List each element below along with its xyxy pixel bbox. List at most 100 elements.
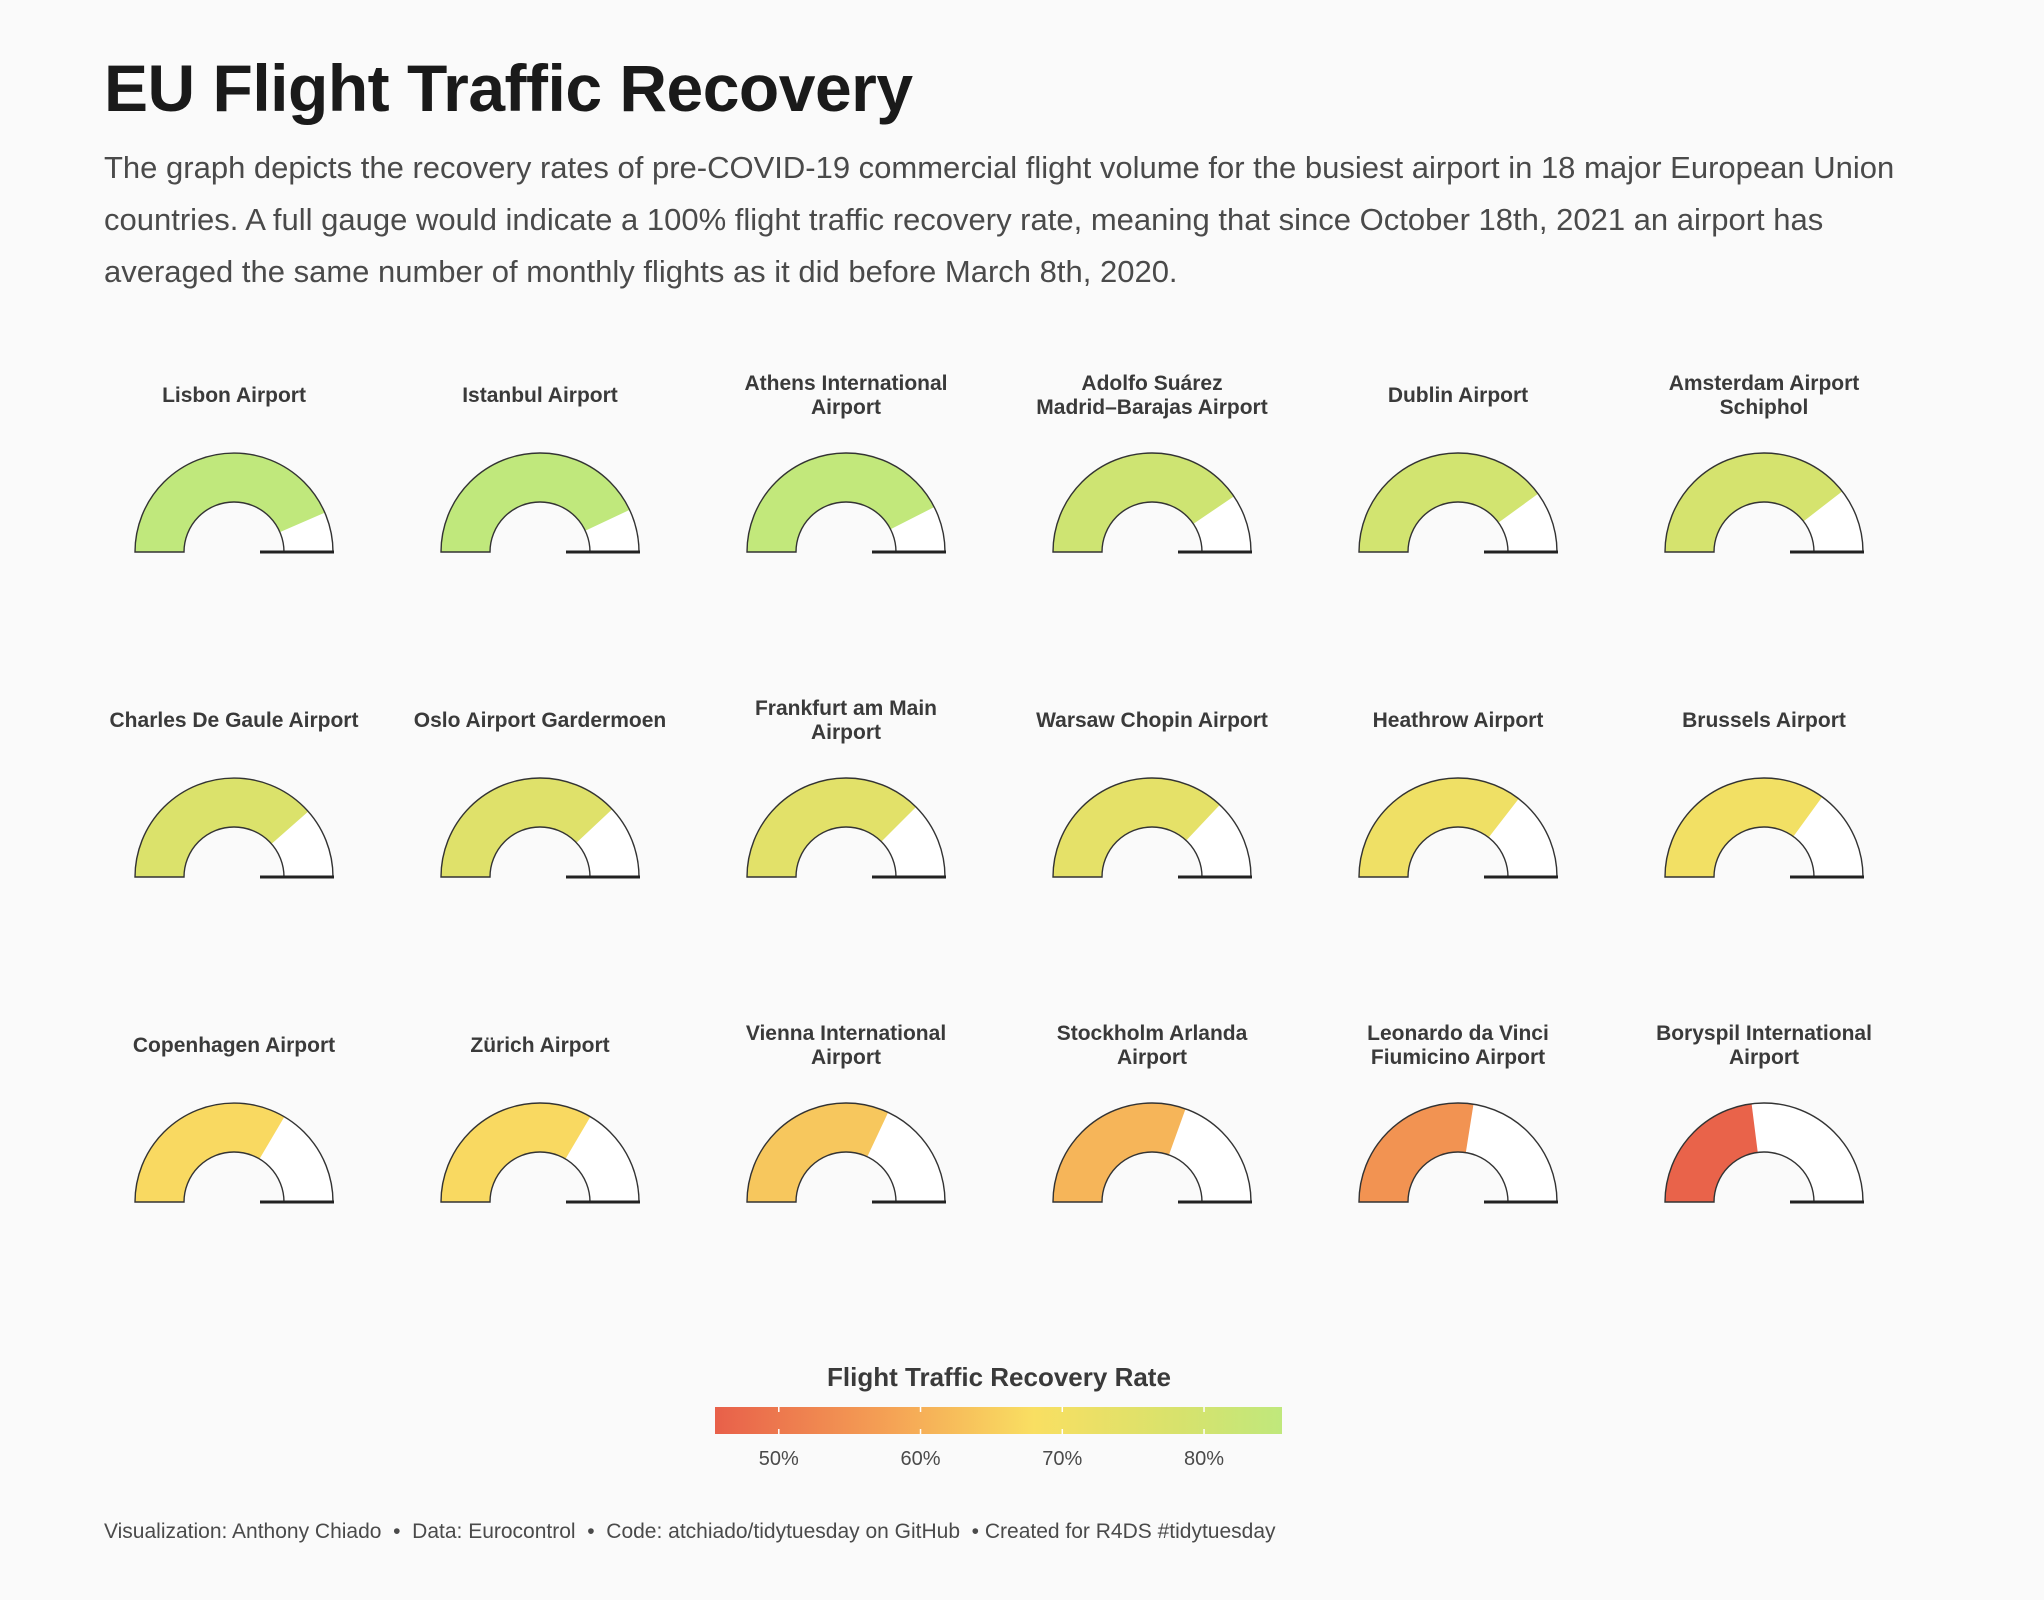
gauge-vienna-international-airport xyxy=(746,1102,946,1204)
gauge-outline xyxy=(1052,452,1252,553)
gauge-remaining-arc xyxy=(279,512,333,552)
gauge-label: Amsterdam Airport Schiphol xyxy=(1614,366,1914,426)
gauge-label-line: Airport xyxy=(811,396,881,419)
gauge-outline xyxy=(134,777,334,878)
color-legend: 50% 60% 70% 80% xyxy=(715,1407,1282,1470)
gauge-label-line: Heathrow Airport xyxy=(1372,709,1544,732)
gauge-label-line: Lisbon Airport xyxy=(162,384,306,407)
gauge-leonardo-da-vinci-fiumicino-airport xyxy=(1358,1102,1558,1204)
gauge-oslo-airport-gardermoen xyxy=(440,777,640,879)
gauge-dublin-airport xyxy=(1358,452,1558,554)
gauge-label-line: Copenhagen Airport xyxy=(132,1034,336,1057)
gauge-label: Istanbul Airport xyxy=(390,366,690,426)
gauge-label: Warsaw Chopin Airport xyxy=(1002,691,1302,751)
gauge-value-arc xyxy=(1053,778,1220,877)
gauge-outline xyxy=(440,777,640,878)
gauge-grid: Lisbon Airport Istanbul Airport Athens Int… xyxy=(84,366,1914,1204)
gauge-remaining-arc xyxy=(1168,1108,1251,1202)
gauge-outline xyxy=(1664,452,1864,553)
gauge-label-line: Schiphol xyxy=(1719,396,1809,419)
gauge-outline xyxy=(746,452,946,553)
gauge-label-line: Boryspil International xyxy=(1656,1022,1872,1045)
gauge-remaining-arc xyxy=(585,509,639,552)
gauge-outline xyxy=(440,452,640,553)
gauge-label-line: Airport xyxy=(1729,1046,1799,1069)
gauge-label: Heathrow Airport xyxy=(1308,691,1608,751)
gauge-z-rich-airport xyxy=(440,1102,640,1204)
gauge-remaining-arc xyxy=(1193,496,1251,552)
gauge-value-arc xyxy=(1665,1103,1758,1202)
gauge-outline xyxy=(746,1102,946,1203)
gauge-label-line: Adolfo Suárez xyxy=(1081,372,1223,395)
gauge-label: Frankfurt am Main Airport xyxy=(696,691,996,751)
gauge-label-line: Amsterdam Airport xyxy=(1668,372,1860,395)
gauge-value-arc xyxy=(747,777,917,877)
gauge-outline xyxy=(134,452,334,553)
gauge-remaining-arc xyxy=(867,1112,945,1202)
gauge-label-line: Zürich Airport xyxy=(470,1034,610,1057)
gauge-label-line: Stockholm Arlanda xyxy=(1056,1022,1248,1045)
gauge-outline xyxy=(1358,1102,1558,1203)
legend-title: Flight Traffic Recovery Rate xyxy=(827,1362,1171,1392)
gauge-remaining-arc xyxy=(576,809,639,877)
gauge-boryspil-international-airport xyxy=(1664,1102,1864,1204)
gauge-value-arc xyxy=(1359,777,1519,877)
gauge-outline xyxy=(1358,777,1558,878)
gauge-lisbon-airport xyxy=(134,452,334,554)
gauge-label-line: Airport xyxy=(811,1046,881,1069)
gauge-remaining-arc xyxy=(881,806,945,877)
gauge-heathrow-airport xyxy=(1358,777,1558,879)
gauge-value-arc xyxy=(747,452,935,552)
gauge-warsaw-chopin-airport xyxy=(1052,777,1252,879)
legend-tick-label: 70% xyxy=(1042,1448,1082,1470)
gauge-label-line: Brussels Airport xyxy=(1682,709,1846,732)
gauge-istanbul-airport xyxy=(440,452,640,554)
gauge-label: Brussels Airport xyxy=(1614,691,1914,751)
gauge-value-arc xyxy=(135,453,325,552)
caption-created: • Created for R4DS #tidytuesday xyxy=(960,1520,1276,1543)
gauge-label-line: Leonardo da Vinci xyxy=(1367,1022,1549,1045)
gauge-brussels-airport xyxy=(1664,777,1864,879)
gauge-label-line: Istanbul Airport xyxy=(462,384,618,407)
gauge-outline xyxy=(1052,777,1252,878)
gauge-label-line: Athens International xyxy=(744,372,948,395)
chart-subtitle: The graph depicts the recovery rates of … xyxy=(104,150,1895,289)
gauge-label-line: Airport xyxy=(1117,1046,1187,1069)
gauge-value-arc xyxy=(1665,777,1823,877)
gauge-label: Charles De Gaule Airport xyxy=(84,691,384,751)
gauge-label: Stockholm Arlanda Airport xyxy=(1002,1016,1302,1076)
gauge-value-arc xyxy=(441,453,630,552)
gauge-outline xyxy=(1664,1102,1864,1203)
gauge-outline xyxy=(440,1102,640,1203)
gauge-outline xyxy=(746,777,946,878)
gauge-label-line: Frankfurt am Main xyxy=(754,697,938,720)
gauge-amsterdam-airport-schiphol xyxy=(1664,452,1864,554)
gauge-remaining-arc xyxy=(1803,491,1863,552)
gauge-value-arc xyxy=(441,777,613,877)
gauge-label: Lisbon Airport xyxy=(84,366,384,426)
gauge-label-line: Warsaw Chopin Airport xyxy=(1036,709,1268,732)
legend-tick-label: 60% xyxy=(901,1448,941,1470)
legend-color-bar xyxy=(715,1407,1282,1434)
gauge-label: Athens International Airport xyxy=(696,366,996,426)
gauge-value-arc xyxy=(135,1103,285,1202)
gauge-label: Oslo Airport Gardermoen xyxy=(390,691,690,751)
gauge-outline xyxy=(1358,452,1558,553)
gauge-label-line: Vienna International xyxy=(745,1022,947,1045)
caption-visualization: Visualization: Anthony Chiado xyxy=(104,1520,382,1543)
gauge-label-line: Dublin Airport xyxy=(1387,384,1529,407)
gauge-label-line: Madrid–Barajas Airport xyxy=(1036,396,1268,419)
gauge-label: Boryspil International Airport xyxy=(1614,1016,1914,1076)
gauge-remaining-arc xyxy=(1751,1103,1864,1202)
gauge-outline xyxy=(1052,1102,1252,1203)
gauge-remaining-arc xyxy=(1498,493,1557,552)
caption-code: • Code: atchiado/tidytuesday on GitHub xyxy=(575,1520,961,1543)
gauge-label: Leonardo da Vinci Fiumicino Airport xyxy=(1308,1016,1608,1076)
gauge-label-line: Charles De Gaule Airport xyxy=(109,709,359,732)
gauge-athens-international-airport xyxy=(746,452,946,554)
caption: Visualization: Anthony Chiado • Data: Eu… xyxy=(104,1520,1276,1544)
gauge-label-line: Airport xyxy=(811,721,881,744)
gauge-value-arc xyxy=(441,1103,591,1202)
gauge-label: Copenhagen Airport xyxy=(84,1016,384,1076)
gauge-remaining-arc xyxy=(259,1116,333,1202)
